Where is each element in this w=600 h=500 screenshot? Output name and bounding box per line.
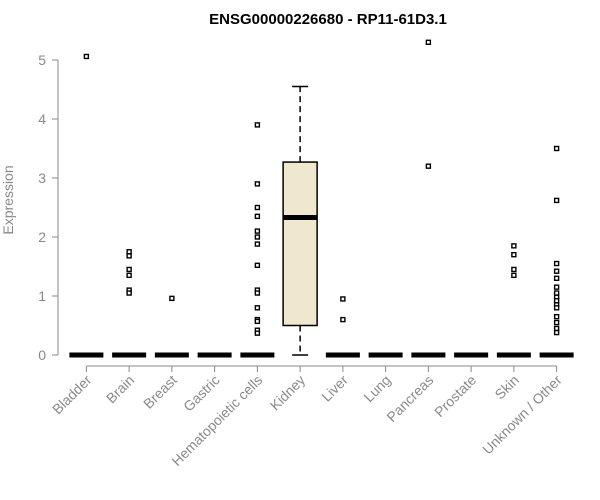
outlier-point bbox=[340, 296, 346, 302]
outlier-point bbox=[553, 329, 560, 336]
y-tick-label: 3 bbox=[38, 170, 46, 186]
outlier-point bbox=[126, 249, 132, 255]
x-tick-label-skin: Skin bbox=[491, 372, 522, 403]
box-unknown-other bbox=[539, 145, 574, 358]
outlier-point bbox=[83, 53, 90, 60]
outlier-point bbox=[254, 241, 261, 247]
x-tick-label-prostate: Prostate bbox=[431, 372, 479, 420]
outlier-point bbox=[425, 163, 432, 169]
chart-title: ENSG00000226680 - RP11-61D3.1 bbox=[209, 11, 447, 28]
outlier-point bbox=[254, 318, 261, 325]
outlier-point bbox=[553, 305, 560, 311]
outlier-point bbox=[254, 305, 261, 311]
outlier-point bbox=[254, 330, 261, 336]
outlier-point bbox=[553, 145, 560, 152]
outlier-point bbox=[254, 290, 261, 296]
outlier-point bbox=[553, 260, 560, 267]
outlier-point bbox=[553, 319, 560, 326]
y-axis: 0 1 2 3 4 5 bbox=[38, 52, 59, 363]
outlier-point bbox=[553, 313, 560, 320]
box-bladder bbox=[69, 53, 104, 358]
y-tick-label: 2 bbox=[38, 229, 46, 245]
box-skin bbox=[496, 243, 531, 358]
outlier-point bbox=[254, 262, 261, 269]
outlier-point bbox=[340, 316, 346, 323]
outlier-point bbox=[425, 39, 432, 45]
outlier-point bbox=[553, 325, 560, 332]
outlier-point bbox=[126, 266, 132, 273]
outlier-point bbox=[553, 290, 560, 296]
outlier-point bbox=[553, 275, 560, 281]
x-tick-label-lung: Lung bbox=[360, 372, 393, 405]
outlier-point bbox=[511, 243, 517, 249]
y-tick-label: 1 bbox=[38, 288, 46, 304]
x-tick-label-pancreas: Pancreas bbox=[383, 372, 436, 425]
iqr-box bbox=[282, 161, 318, 327]
outlier-point bbox=[553, 298, 560, 304]
plot-area bbox=[69, 39, 574, 358]
outlier-point bbox=[254, 204, 261, 211]
outlier-point bbox=[169, 295, 175, 302]
y-tick-label: 4 bbox=[38, 111, 46, 127]
y-axis-label: Expression bbox=[0, 165, 16, 234]
x-tick-label-bladder: Bladder bbox=[49, 372, 95, 418]
outlier-point bbox=[254, 228, 261, 234]
outlier-point bbox=[254, 181, 261, 187]
box-breast bbox=[154, 295, 189, 358]
outlier-point bbox=[511, 251, 517, 258]
x-tick-label-gastric: Gastric bbox=[180, 372, 223, 415]
x-tick-label-breast: Breast bbox=[140, 372, 180, 412]
box-kidney bbox=[282, 85, 318, 356]
x-tick-label-unknown-other: Unknown / Other bbox=[479, 372, 565, 458]
x-tick-label-kidney: Kidney bbox=[267, 372, 309, 414]
outlier-point bbox=[511, 272, 517, 279]
y-tick-label: 0 bbox=[38, 347, 46, 363]
x-tick-label-liver: Liver bbox=[318, 372, 351, 405]
box-brain bbox=[112, 249, 147, 358]
outlier-point bbox=[254, 234, 261, 240]
outlier-point bbox=[126, 290, 132, 296]
box-pancreas bbox=[411, 39, 446, 358]
outlier-point bbox=[254, 213, 261, 220]
outlier-point bbox=[254, 122, 261, 128]
outlier-point bbox=[553, 284, 560, 290]
x-tick-label-brain: Brain bbox=[103, 372, 137, 406]
outlier-point bbox=[553, 268, 560, 274]
y-tick-label: 5 bbox=[38, 52, 46, 68]
box-hematopoietic-cells bbox=[240, 122, 275, 358]
outlier-point bbox=[511, 266, 517, 273]
outlier-point bbox=[553, 197, 560, 204]
box-liver bbox=[325, 296, 360, 358]
outlier-point bbox=[126, 272, 132, 279]
outlier-point bbox=[126, 253, 132, 259]
